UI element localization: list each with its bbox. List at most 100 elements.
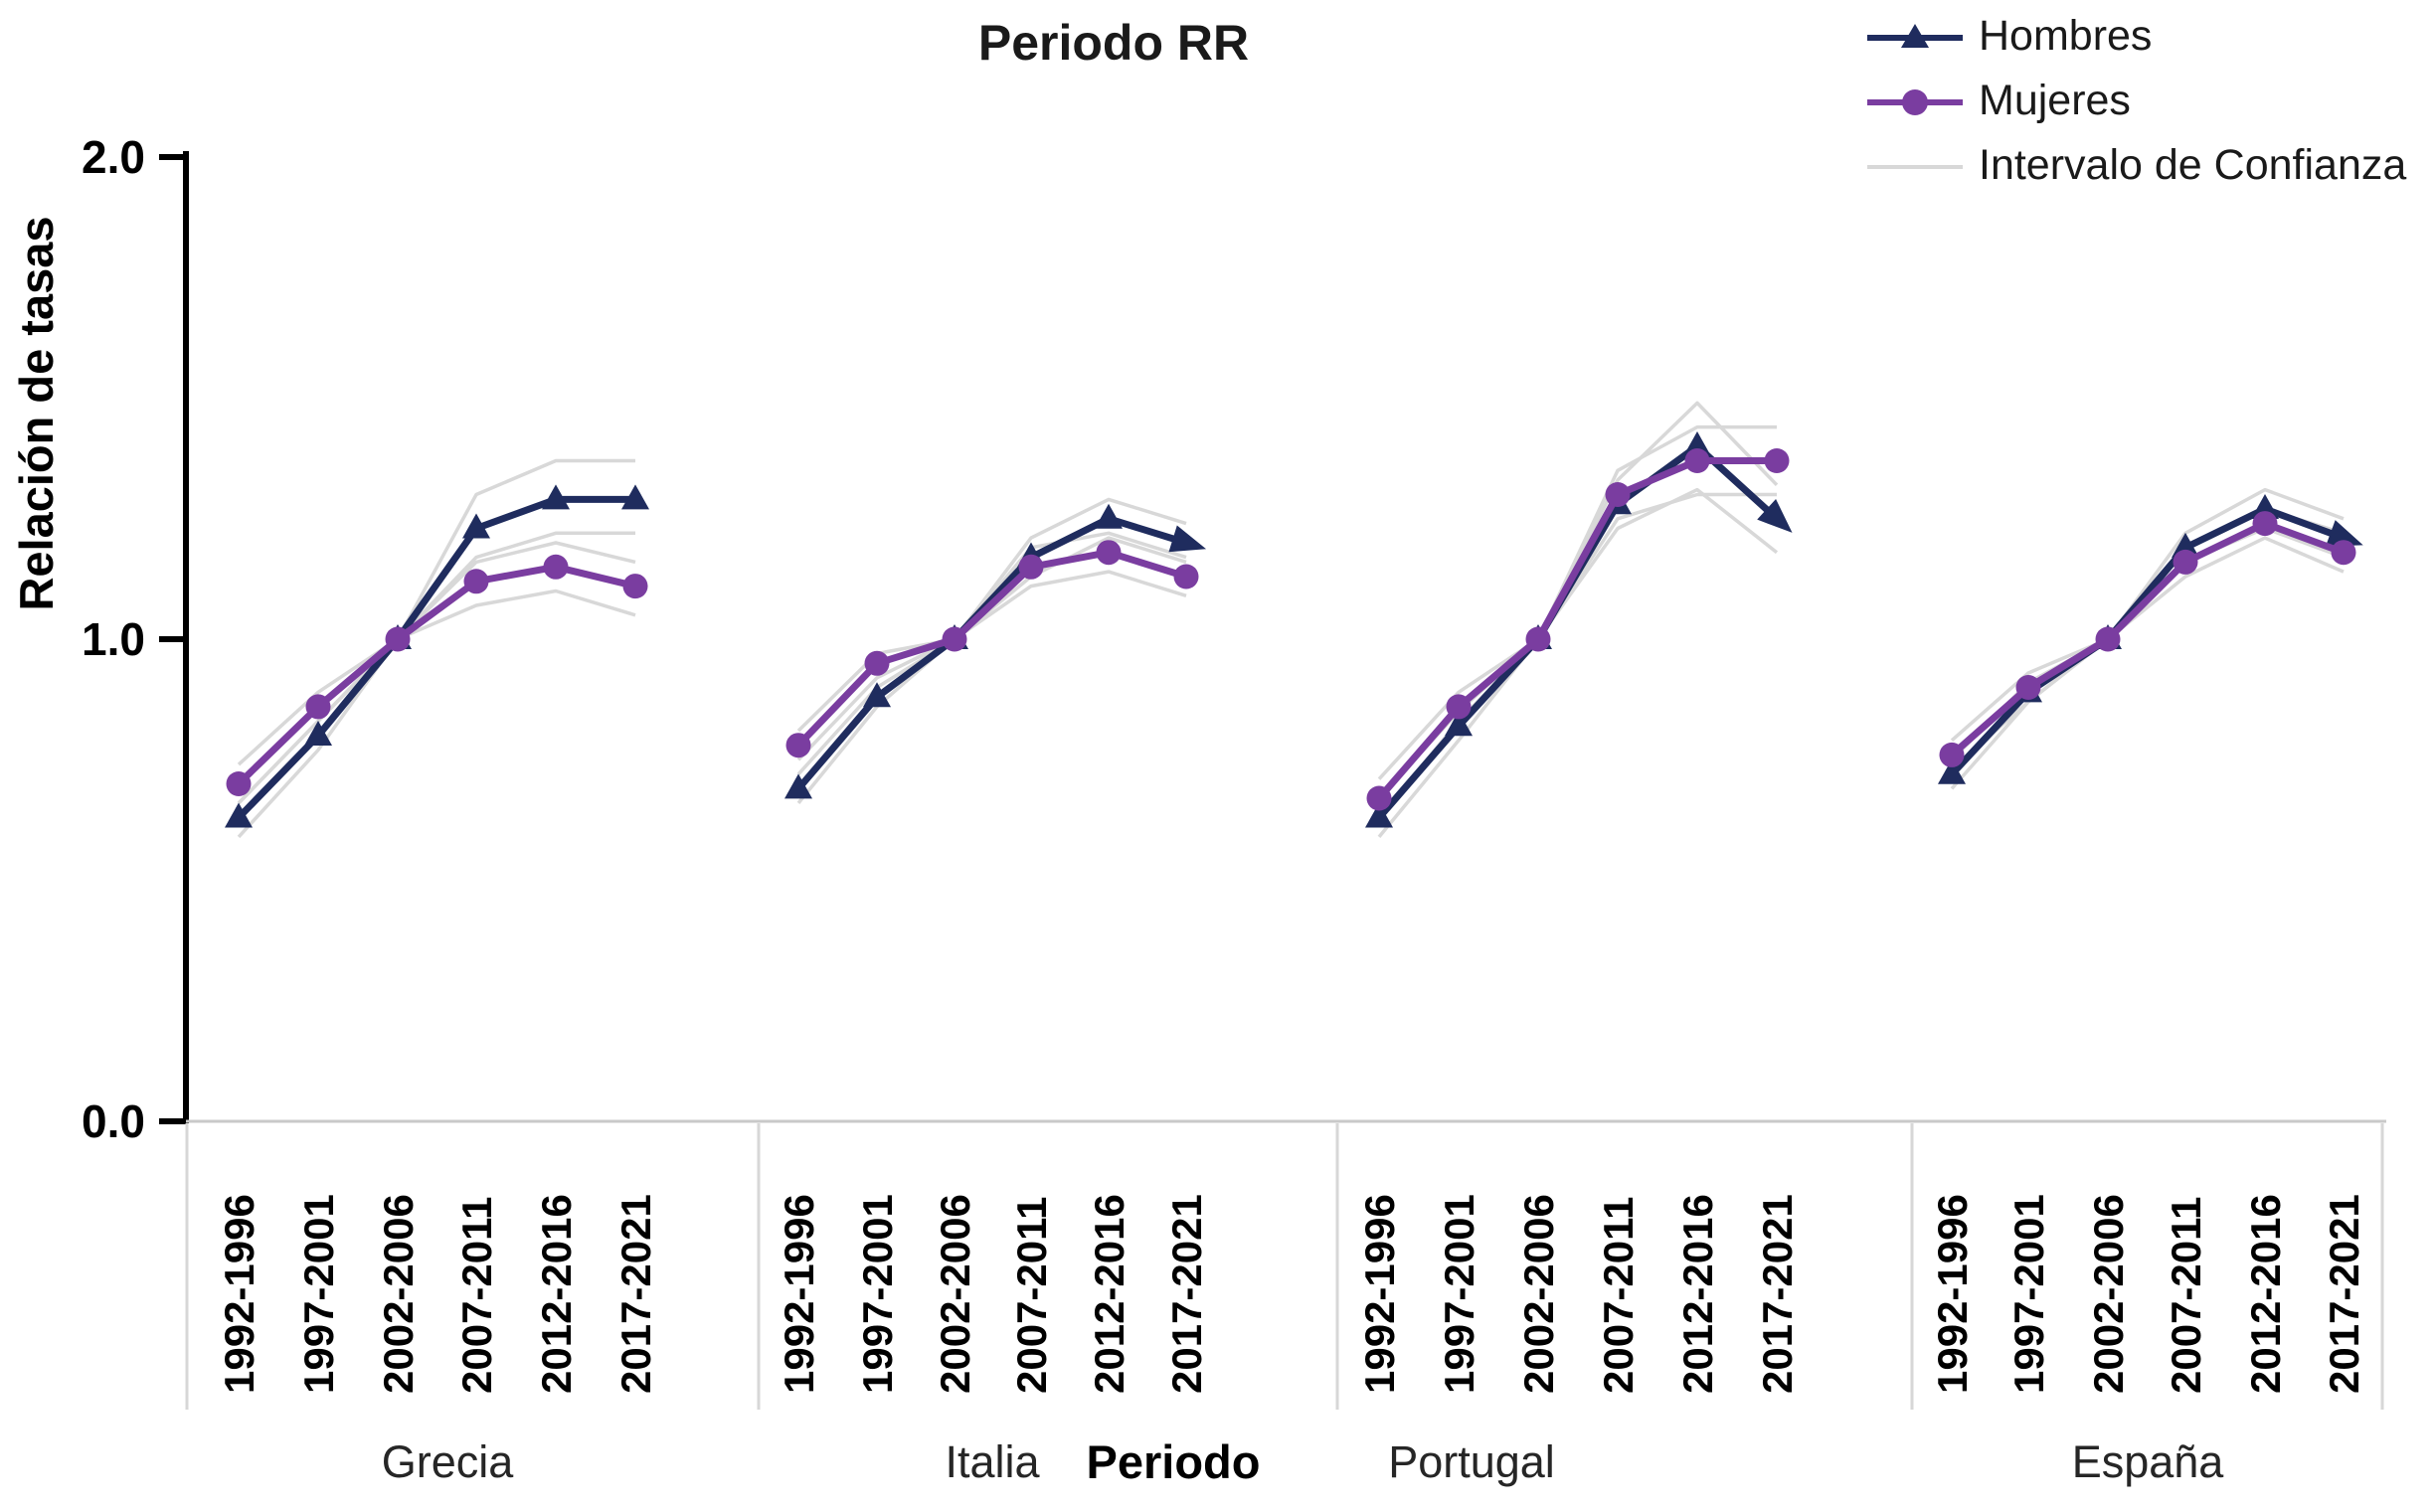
x-tick-label: 2012-2016 — [1674, 1194, 1721, 1394]
hombres-arrowhead-marker — [1168, 525, 1207, 553]
hombres-triangle-marker — [621, 484, 649, 510]
mujeres-circle-marker — [864, 650, 890, 676]
panel-label-grecia: Grecia — [382, 1436, 515, 1487]
legend-item-confidence-interval: Intervalo de Confianza — [1867, 133, 2406, 198]
mujeres-line — [236, 563, 636, 787]
ci-line-mujeres_lower — [796, 570, 1187, 761]
ci-line-mujeres_lower — [237, 588, 636, 805]
legend-item-hombres: Hombres — [1867, 4, 2406, 69]
ci-line-hombres_lower — [1950, 526, 2345, 790]
hombres-line — [236, 495, 635, 820]
x-tick-label: 1997-2001 — [854, 1194, 901, 1394]
ci-line-mujeres_lower — [1950, 536, 2345, 771]
y-tick-label: 1.0 — [82, 613, 145, 665]
x-tick-label: 2017-2021 — [1163, 1194, 1210, 1394]
ci-line-mujeres_upper — [1377, 424, 1777, 780]
x-tick-label: 1992-1996 — [776, 1194, 822, 1394]
hombres-triangle-marker — [1938, 758, 1966, 784]
hombres-triangle-marker — [1365, 802, 1393, 828]
confidence-interval-line-icon — [1867, 151, 1963, 181]
mujeres-circle-marker — [463, 569, 489, 594]
hombres-triangle-marker — [304, 721, 332, 746]
ci-line-hombres_lower — [1377, 487, 1779, 839]
hombres-line-triangle-icon — [1867, 22, 1963, 52]
x-tick-label: 2012-2016 — [533, 1194, 580, 1394]
y-tick-label: 0.0 — [82, 1095, 145, 1147]
mujeres-circle-marker — [1764, 448, 1790, 473]
panel-label-portugal: Portugal — [1388, 1436, 1555, 1487]
hombres-triangle-marker — [2251, 494, 2279, 520]
hombres-line — [795, 515, 1188, 791]
hombres-triangle-marker — [1683, 431, 1711, 456]
mujeres-circle-marker — [1525, 626, 1551, 652]
hombres-triangle-marker — [1095, 503, 1123, 529]
mujeres-circle-marker — [2173, 549, 2198, 575]
hombres-triangle-marker — [863, 682, 891, 708]
mujeres-circle-marker — [2015, 675, 2041, 700]
mujeres-circle-marker — [1939, 742, 1965, 767]
legend-label: Intervalo de Confianza — [1979, 141, 2407, 189]
x-tick-label: 1992-1996 — [1929, 1194, 1976, 1394]
legend-label: Hombres — [1979, 12, 2153, 60]
x-tick-label: 2007-2011 — [1595, 1196, 1642, 1394]
x-tick-label: 1997-2001 — [2005, 1194, 2052, 1394]
mujeres-line-circle-icon — [1867, 86, 1963, 116]
chart-title: Periodo RR — [977, 15, 1250, 71]
x-tick-label: 2012-2016 — [1086, 1194, 1132, 1394]
legend-label: Mujeres — [1979, 77, 2131, 124]
hombres-line — [1949, 505, 2346, 777]
x-tick-label: 2007-2011 — [453, 1196, 500, 1394]
mujeres-circle-marker — [226, 771, 252, 796]
panel-label-españa: España — [2072, 1436, 2225, 1487]
hombres-triangle-marker — [784, 773, 812, 799]
x-tick-label: 2007-2011 — [2163, 1196, 2209, 1394]
hombres-triangle-marker — [225, 802, 253, 828]
hombres-arrowhead-marker — [1757, 498, 1793, 533]
x-tick-label: 2017-2021 — [1754, 1194, 1801, 1394]
x-tick-label: 2012-2016 — [2242, 1194, 2289, 1394]
mujeres-circle-marker — [385, 626, 411, 652]
mujeres-circle-marker — [305, 694, 331, 720]
x-tick-label: 1992-1996 — [216, 1194, 262, 1394]
y-tick-label: 2.0 — [82, 131, 145, 183]
hombres-triangle-marker — [542, 484, 570, 510]
hombres-triangle-marker — [2172, 532, 2199, 558]
mujeres-circle-marker — [1605, 482, 1631, 507]
mujeres-circle-marker — [1096, 540, 1122, 566]
mujeres-circle-marker — [1173, 564, 1199, 589]
hombres-triangle-marker — [462, 513, 490, 539]
x-tick-label: 1992-1996 — [1356, 1194, 1403, 1394]
ci-line-mujeres_upper — [237, 541, 636, 766]
x-tick-label: 2002-2006 — [2085, 1194, 2132, 1394]
mujeres-circle-marker — [2095, 626, 2121, 652]
mujeres-line — [1376, 457, 1777, 801]
mujeres-circle-marker — [2252, 511, 2278, 537]
ci-line-hombres_lower — [796, 536, 1187, 805]
mujeres-circle-marker — [1366, 785, 1392, 811]
mujeres-circle-marker — [1446, 694, 1472, 720]
x-tick-label: 1997-2001 — [295, 1194, 342, 1394]
x-tick-label: 2007-2011 — [1008, 1196, 1055, 1394]
mujeres-circle-marker — [1018, 554, 1044, 580]
mujeres-line — [1949, 520, 2346, 758]
hombres-triangle-marker — [1445, 711, 1473, 737]
legend-item-mujeres: Mujeres — [1867, 69, 2406, 133]
mujeres-line — [795, 549, 1188, 749]
mujeres-circle-marker — [942, 626, 967, 652]
x-tick-label: 2002-2006 — [375, 1194, 422, 1394]
x-tick-label: 2017-2021 — [2321, 1194, 2367, 1394]
ci-line-mujeres_lower — [1377, 492, 1777, 819]
mujeres-circle-marker — [622, 574, 648, 599]
x-tick-label: 2017-2021 — [612, 1194, 659, 1394]
x-tick-label: 2002-2006 — [1515, 1194, 1562, 1394]
x-tick-label: 1997-2001 — [1436, 1194, 1482, 1394]
panel-label-italia: Italia — [945, 1436, 1040, 1487]
ci-line-hombres_upper — [796, 497, 1187, 775]
mujeres-circle-marker — [2331, 540, 2356, 566]
hombres-arrowhead-marker — [2326, 520, 2363, 547]
x-axis-title: Periodo — [1087, 1435, 1261, 1488]
legend: Hombres Mujeres Intervalo de Confianza — [1867, 4, 2406, 198]
mujeres-circle-marker — [1684, 448, 1710, 473]
